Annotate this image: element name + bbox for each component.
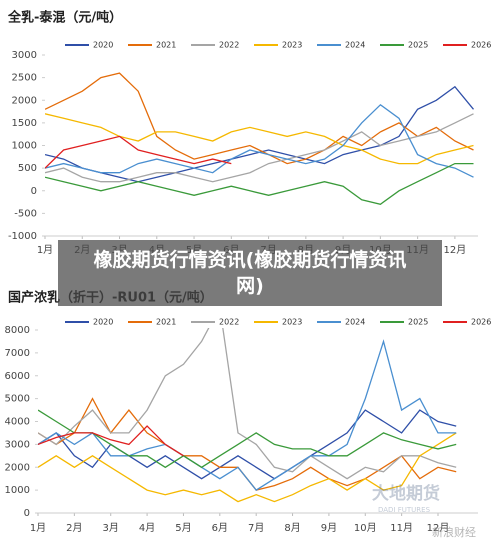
chart-title: 全乳-泰混（元/吨） — [7, 10, 122, 26]
legend-label: 2021 — [156, 41, 176, 50]
y-tick-label: 500 — [18, 163, 37, 174]
legend-label: 2022 — [219, 318, 239, 327]
series-line — [38, 409, 457, 469]
legend-label: 2023 — [282, 318, 302, 327]
x-tick-label: 12月 — [444, 244, 467, 256]
series-line — [45, 113, 474, 183]
x-tick-label: 8月 — [284, 522, 300, 534]
y-tick-label: 5000 — [5, 394, 30, 405]
x-tick-label: 9月 — [321, 522, 337, 534]
legend-label: 2025 — [408, 318, 428, 327]
y-tick-label: 4000 — [5, 417, 30, 428]
y-tick-label: 2000 — [5, 462, 30, 473]
x-tick-label: 10月 — [354, 522, 377, 534]
y-tick-label: 0 — [24, 508, 30, 519]
y-tick-label: -500 — [14, 208, 37, 219]
series-line — [38, 328, 457, 480]
series-line — [38, 339, 457, 491]
series-line — [38, 397, 457, 491]
y-tick-label: -1000 — [8, 231, 37, 242]
legend-label: 2021 — [156, 318, 176, 327]
x-tick-label: 7月 — [248, 522, 264, 534]
series-line — [38, 425, 184, 457]
series-line — [45, 162, 474, 206]
series-line — [38, 432, 457, 503]
x-tick-label: 1月 — [30, 522, 46, 534]
legend-label: 2024 — [345, 41, 365, 50]
legend-label: 2020 — [93, 318, 113, 327]
x-tick-label: 11月 — [390, 522, 413, 534]
series-line — [45, 113, 474, 165]
legend-label: 2022 — [219, 41, 239, 50]
y-tick-label: 3000 — [5, 439, 30, 450]
legend-label: 2020 — [93, 41, 113, 50]
y-tick-label: 7000 — [5, 348, 30, 359]
legend-label: 2026 — [471, 41, 491, 50]
watermark-brand: 大地期货 — [372, 483, 440, 504]
watermark-brand-en: DADI FUTURES — [378, 506, 431, 514]
x-tick-label: 5月 — [175, 522, 191, 534]
y-tick-label: 0 — [31, 186, 37, 197]
y-tick-label: 2000 — [12, 95, 37, 106]
x-tick-label: 12月 — [427, 522, 450, 534]
y-tick-label: 1000 — [12, 141, 37, 152]
x-tick-label: 4月 — [139, 522, 155, 534]
series-line — [45, 135, 232, 169]
legend-label: 2024 — [345, 318, 365, 327]
x-tick-label: 6月 — [212, 522, 228, 534]
y-tick-label: 6000 — [5, 371, 30, 382]
y-tick-label: 1000 — [5, 485, 30, 496]
y-tick-label: 8000 — [5, 325, 30, 336]
series-line — [45, 103, 474, 178]
overlay-title: 橡胶期货行情资讯(橡胶期货行情资讯网) — [58, 240, 442, 306]
y-tick-label: 3000 — [12, 50, 37, 61]
watermark-source: 新浪财经 — [432, 525, 476, 539]
legend-label: 2025 — [408, 41, 428, 50]
x-tick-label: 2月 — [66, 522, 82, 534]
legend-label: 2026 — [471, 318, 491, 327]
x-tick-label: 3月 — [103, 522, 119, 534]
series-line — [45, 72, 474, 165]
y-tick-label: 1500 — [12, 118, 37, 129]
y-tick-label: 2500 — [12, 73, 37, 84]
legend-label: 2023 — [282, 41, 302, 50]
series-line — [38, 409, 457, 480]
x-tick-label: 1月 — [37, 244, 53, 256]
